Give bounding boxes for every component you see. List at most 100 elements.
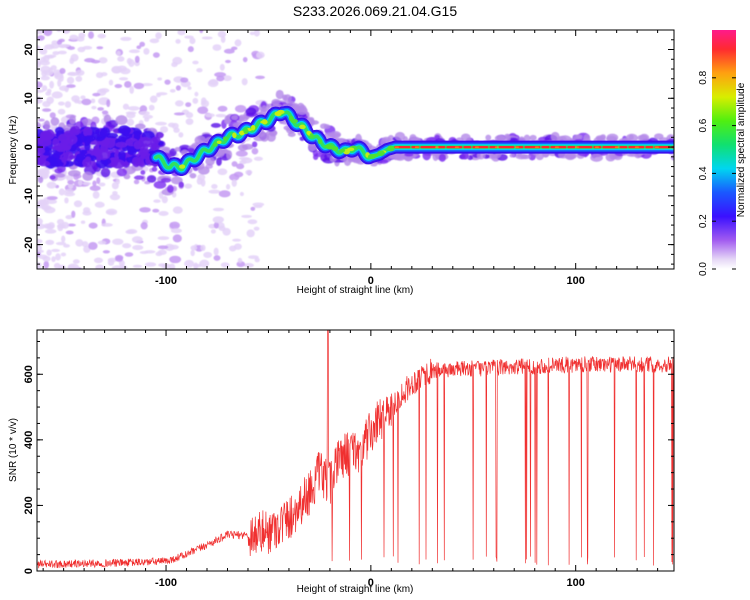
noise-blob bbox=[670, 154, 674, 161]
noise-blob bbox=[628, 134, 634, 140]
noise-blob bbox=[169, 89, 176, 93]
noise-blob bbox=[509, 153, 515, 158]
noise-blob bbox=[134, 123, 146, 130]
y-tick-label: -20 bbox=[23, 237, 35, 253]
noise-blob bbox=[194, 91, 199, 97]
noise-blob bbox=[213, 255, 221, 261]
noise-blob bbox=[57, 101, 65, 106]
noise-blob bbox=[187, 147, 195, 153]
noise-blob bbox=[111, 159, 126, 169]
noise-blob bbox=[37, 89, 45, 93]
noise-blob bbox=[204, 113, 215, 118]
noise-blob bbox=[515, 153, 528, 160]
noise-blob bbox=[37, 136, 44, 145]
noise-blob bbox=[485, 134, 492, 141]
noise-blob bbox=[218, 225, 226, 232]
noise-blob bbox=[102, 250, 110, 254]
noise-blob bbox=[223, 48, 235, 54]
noise-blob bbox=[97, 107, 104, 111]
noise-blob bbox=[590, 153, 603, 162]
x-axis-label-bottom: Height of straight line (km) bbox=[297, 584, 414, 595]
noise-blob bbox=[152, 136, 161, 144]
noise-blob bbox=[71, 210, 76, 218]
noise-blob bbox=[81, 118, 94, 126]
colorbar-gradient bbox=[712, 30, 736, 269]
noise-blob bbox=[242, 57, 248, 63]
noise-blob bbox=[210, 123, 222, 128]
noise-blob bbox=[152, 52, 160, 58]
noise-blob bbox=[43, 260, 50, 269]
noise-blob bbox=[118, 77, 129, 81]
noise-blob bbox=[343, 156, 352, 167]
ridge-hotspot bbox=[338, 148, 346, 153]
ridge-hotspot bbox=[377, 150, 385, 156]
y-tick-label: 600 bbox=[23, 365, 35, 383]
noise-blob bbox=[192, 60, 199, 65]
noise-blob bbox=[175, 100, 184, 107]
noise-blob bbox=[67, 180, 75, 185]
noise-blob bbox=[115, 256, 124, 262]
noise-blob bbox=[46, 96, 54, 104]
noise-blob bbox=[189, 37, 196, 45]
noise-blob bbox=[50, 117, 60, 126]
noise-blob bbox=[157, 249, 167, 255]
noise-blob bbox=[217, 168, 228, 176]
y-axis-label-bottom: SNR (10 * v/v) bbox=[8, 418, 19, 482]
y-tick-label: 20 bbox=[23, 43, 35, 55]
noise-blob bbox=[187, 46, 194, 53]
ridge-hotspot bbox=[239, 130, 245, 136]
noise-blob bbox=[169, 148, 177, 157]
noise-blob bbox=[72, 259, 80, 264]
noise-blob bbox=[144, 250, 156, 254]
noise-blob bbox=[51, 256, 56, 263]
noise-blob bbox=[133, 175, 145, 180]
noise-blob bbox=[255, 75, 265, 80]
noise-blob bbox=[157, 236, 170, 241]
noise-blob bbox=[231, 179, 237, 187]
noise-blob bbox=[117, 56, 125, 62]
noise-blob bbox=[46, 88, 52, 94]
noise-blob bbox=[64, 192, 76, 197]
noise-blob bbox=[37, 118, 45, 122]
noise-blob bbox=[203, 251, 213, 258]
noise-blob bbox=[128, 49, 140, 54]
noise-blob bbox=[81, 241, 89, 248]
noise-blob bbox=[120, 36, 132, 41]
noise-blob bbox=[394, 131, 406, 141]
noise-blob bbox=[218, 190, 231, 198]
noise-blob bbox=[56, 173, 66, 178]
noise-blob bbox=[65, 230, 74, 235]
noise-blob bbox=[107, 119, 119, 128]
noise-blob bbox=[90, 98, 96, 104]
noise-blob bbox=[96, 177, 101, 185]
noise-blob bbox=[117, 125, 131, 135]
noise-blob bbox=[253, 30, 260, 37]
noise-blob bbox=[253, 205, 263, 209]
noise-blob bbox=[149, 95, 158, 103]
noise-blob bbox=[217, 105, 228, 112]
noise-blob bbox=[253, 226, 260, 231]
noise-blob bbox=[96, 149, 111, 160]
noise-blob bbox=[42, 108, 52, 112]
noise-blob bbox=[239, 191, 244, 197]
noise-blob bbox=[564, 153, 577, 160]
noise-blob bbox=[187, 86, 192, 90]
noise-blob bbox=[44, 229, 57, 234]
noise-blob bbox=[144, 262, 157, 267]
noise-blob bbox=[49, 175, 56, 180]
noise-blob bbox=[55, 241, 67, 246]
noise-blob bbox=[243, 263, 254, 268]
noise-blob bbox=[139, 207, 151, 213]
noise-blob bbox=[95, 264, 105, 269]
noise-blob bbox=[56, 218, 65, 225]
noise-blob bbox=[69, 34, 79, 41]
colorbar: 0.0 0.2 0.4 0.6 0.8 Normalized spectral ampl… bbox=[698, 30, 747, 276]
plot-frame-top bbox=[36, 29, 675, 270]
noise-blob bbox=[212, 216, 224, 224]
noise-blob bbox=[214, 72, 227, 78]
noise-blob bbox=[59, 67, 66, 74]
noise-blob bbox=[208, 189, 221, 194]
noise-blob bbox=[37, 176, 44, 184]
noise-blob bbox=[225, 59, 231, 64]
